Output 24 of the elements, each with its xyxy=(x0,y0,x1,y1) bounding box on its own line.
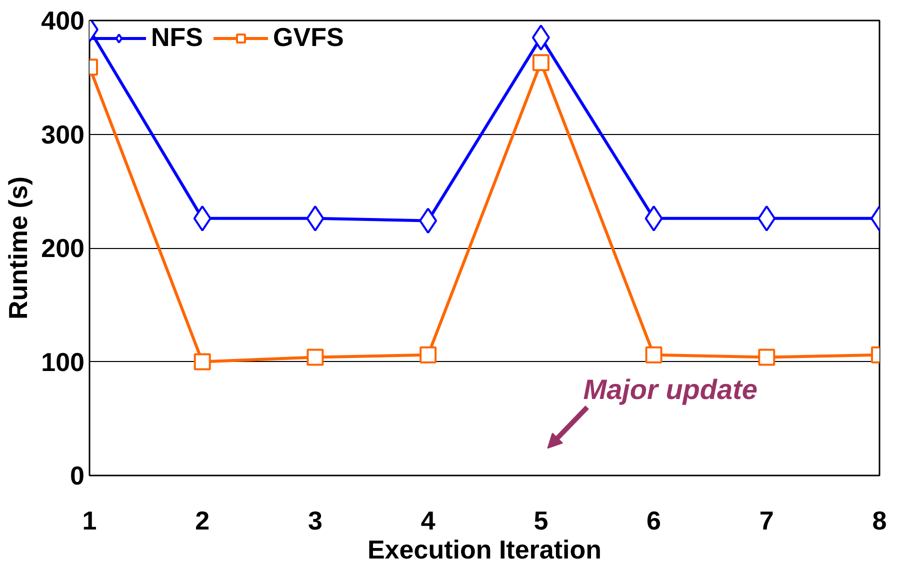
y-tick-label: 400 xyxy=(41,6,85,36)
y-tick-label: 0 xyxy=(70,460,85,490)
x-axis-title: Execution Iteration xyxy=(367,534,602,564)
x-tick-label: 5 xyxy=(534,506,548,536)
x-tick-label: 7 xyxy=(759,506,774,536)
legend-label: GVFS xyxy=(273,22,344,53)
y-axis-title: Runtime (s) xyxy=(3,176,34,320)
x-tick-label: 1 xyxy=(82,506,97,536)
legend-label: NFS xyxy=(151,22,203,53)
x-tick-label: 2 xyxy=(195,506,210,536)
y-tick-label: 100 xyxy=(41,346,85,377)
y-tick-label: 300 xyxy=(41,119,85,150)
x-tick-label: 8 xyxy=(872,506,887,536)
point xyxy=(758,348,776,366)
point xyxy=(645,346,662,364)
point xyxy=(306,348,324,366)
point xyxy=(532,54,550,72)
point xyxy=(420,346,437,364)
x-tick-label: 6 xyxy=(646,506,662,536)
x-tick-label: 3 xyxy=(308,506,322,536)
annotation: Major update xyxy=(583,374,758,405)
x-tick-label: 4 xyxy=(420,506,436,536)
point xyxy=(194,353,211,370)
y-tick-label: 200 xyxy=(41,233,85,263)
